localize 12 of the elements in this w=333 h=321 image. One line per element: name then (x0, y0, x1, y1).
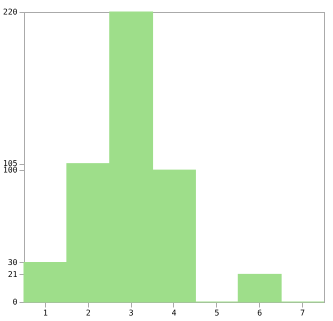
x-tick-label: 1 (43, 308, 48, 318)
y-tick-label: 100 (3, 166, 18, 175)
y-tick-label: 21 (8, 270, 18, 279)
x-tick-label: 2 (86, 308, 91, 318)
x-tick-label: 4 (172, 308, 177, 318)
x-tick-label: 3 (128, 308, 134, 318)
y-tick-label: 30 (8, 258, 18, 267)
x-tick-label: 5 (214, 308, 220, 318)
x-tick-label: 6 (257, 308, 262, 318)
y-tick-label: 0 (12, 298, 18, 306)
x-tick-label: 7 (300, 308, 306, 318)
y-tick-label: 220 (3, 8, 18, 16)
